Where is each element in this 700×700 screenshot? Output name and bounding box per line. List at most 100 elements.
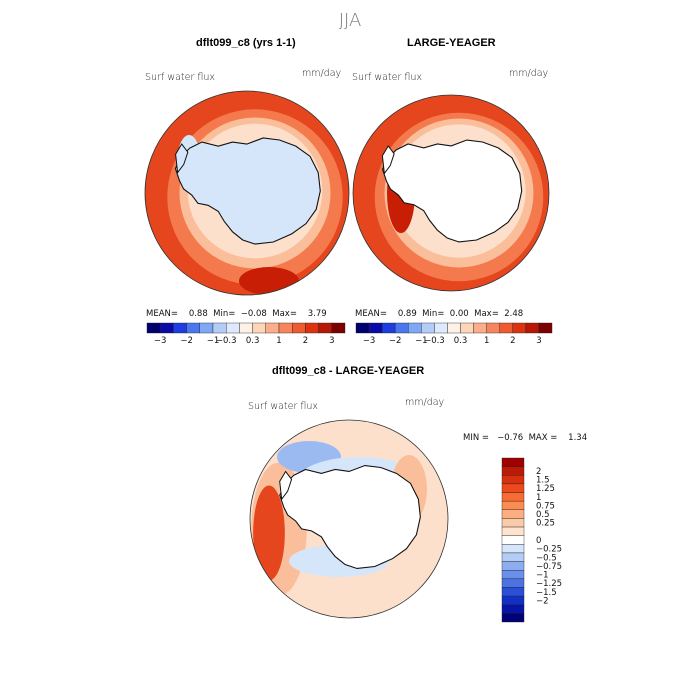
colorbar-swatch (186, 322, 201, 334)
map-panel-3 (250, 420, 448, 618)
mean-value: 0.88 (188, 309, 208, 319)
colorbar-swatch (501, 561, 525, 571)
panel-1-variable: Surf water flux (145, 72, 216, 83)
colorbar-tick-label: 2 (536, 467, 541, 477)
colorbar-swatch (408, 322, 422, 334)
panel-3-units: mm/day (405, 397, 445, 408)
colorbar-tick-label: 0.5 (536, 510, 550, 520)
colorbar-swatch (199, 322, 214, 334)
season-title: JJA (338, 10, 362, 31)
antarctica-outline (279, 464, 421, 570)
contour-band (253, 485, 285, 581)
panel-1-units: mm/day (302, 68, 342, 79)
colorbar-swatch (434, 322, 448, 334)
panel-1-stats: MEAN= 0.88 Min= −0.08 Max= 3.79 (146, 309, 327, 319)
min-value: −0.08 (240, 309, 267, 319)
antarctica-outline (174, 137, 321, 245)
panel-2-stats: MEAN= 0.89 Min= 0.00 Max= 2.48 (355, 309, 523, 319)
panel-3-minmax: MIN = −0.76 MAX = 1.34 (463, 433, 588, 443)
panel-3-title: dflt099_c8 - LARGE-YEAGER (272, 365, 425, 377)
colorbar-swatch (512, 322, 527, 334)
mean-label: MEAN= (355, 309, 387, 319)
colorbar-swatch (460, 322, 474, 334)
south-america-outline (279, 470, 293, 501)
colorbar-tick-label: −0.5 (536, 553, 557, 563)
colorbar-tick-label: −2 (389, 336, 402, 346)
colorbar-tick-label: 1.25 (536, 484, 555, 494)
colorbar-swatch (501, 587, 525, 597)
colorbar-swatch (501, 552, 525, 562)
colorbar-swatch (146, 322, 161, 334)
colorbar-panel-1: −3 −2 −1−0.3 0.3 1 2 3 (146, 322, 346, 346)
colorbar-swatch (501, 578, 525, 588)
colorbar-tick-label: 1 (276, 336, 281, 346)
colorbar-swatch (538, 322, 553, 334)
colorbar-swatch (159, 322, 174, 334)
colorbar-swatch (501, 570, 525, 580)
colorbar-tick-label: −1 (536, 571, 549, 581)
colorbar-swatch (501, 483, 525, 493)
colorbar-tick-label: 1 (484, 336, 489, 346)
colorbar-swatch (278, 322, 293, 334)
max-value: 3.79 (307, 309, 327, 319)
colorbar-tick-label: −2 (180, 336, 193, 346)
map-1-border (144, 90, 350, 296)
colorbar-swatch (305, 322, 319, 334)
colorbar-swatch (501, 544, 525, 554)
colorbar-swatch (501, 492, 525, 502)
colorbar-swatch (173, 322, 187, 334)
antarctica-outline (381, 139, 523, 243)
colorbar-tick-label: 0.75 (536, 501, 555, 511)
colorbar-swatch (501, 457, 525, 467)
colorbar-swatch (501, 475, 525, 485)
colorbar-swatch (239, 322, 253, 334)
min-value: 0.00 (449, 309, 469, 319)
map-3-border (249, 419, 449, 619)
colorbar-tick-label: −0.3 (216, 336, 237, 346)
colorbar-swatch (473, 322, 487, 334)
colorbar-swatch (501, 535, 525, 545)
colorbar-tick-label: −1 (415, 336, 428, 346)
colorbar-tick-label: 0.3 (454, 336, 468, 346)
panel-2-units: mm/day (509, 68, 549, 79)
colorbar-swatch (381, 322, 396, 334)
colorbar-tick-label: 2 (303, 336, 308, 346)
mean-value: 0.89 (397, 309, 417, 319)
colorbar-tick-label: 2 (510, 336, 515, 346)
colorbar-swatch (225, 322, 240, 334)
colorbar-swatch (501, 613, 525, 623)
colorbar-tick-label: 0.25 (536, 519, 555, 529)
colorbar-tick-label: −3 (154, 336, 167, 346)
colorbar-swatch (501, 604, 525, 614)
colorbar-swatch (501, 595, 525, 605)
colorbar-swatch (395, 322, 409, 334)
max-label: Max= (474, 309, 499, 319)
colorbar-swatch (501, 526, 525, 536)
colorbar-tick-label: −0.75 (536, 562, 562, 572)
south-america-outline (381, 145, 395, 175)
colorbar-tick-label: −0.25 (536, 545, 562, 555)
colorbar-tick-label: 0.3 (246, 336, 260, 346)
colorbar-tick-label: 3 (329, 336, 334, 346)
colorbar-tick-label: −1 (207, 336, 220, 346)
min-label: Min= (422, 309, 445, 319)
colorbar-swatch (318, 322, 333, 334)
colorbar-swatch (265, 322, 280, 334)
contour-patch (239, 267, 299, 295)
colorbar-panel-2: −3 −2 −1−0.3 0.3 1 2 3 (355, 322, 553, 346)
colorbar-swatch (447, 322, 461, 334)
colorbar-swatch (212, 322, 227, 334)
panel-2-title: LARGE-YEAGER (407, 37, 496, 49)
colorbar-tick-label: −2 (536, 596, 549, 606)
colorbar-swatch (501, 509, 525, 519)
colorbar-tick-label: 1 (536, 493, 541, 503)
colorbar-difference: 21.51.2510.750.50.250−0.25−0.5−0.75−1−1.… (501, 457, 562, 623)
colorbar-tick-label: 1.5 (536, 476, 550, 486)
colorbar-swatch (501, 466, 525, 476)
colorbar-swatch (486, 322, 500, 334)
colorbar-swatch (368, 322, 383, 334)
colorbar-swatch (292, 322, 306, 334)
colorbar-swatch (501, 500, 525, 510)
colorbar-swatch (252, 322, 267, 334)
